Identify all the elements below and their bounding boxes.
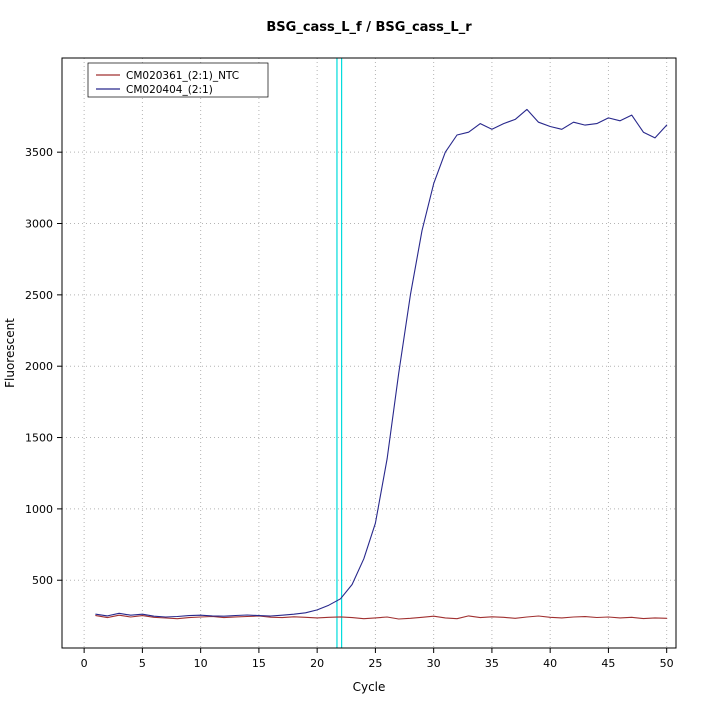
svg-text:30: 30 [427,657,441,670]
y-axis-label: Fluorescent [3,318,17,388]
svg-text:25: 25 [368,657,382,670]
svg-text:15: 15 [252,657,266,670]
chart-title: BSG_cass_L_f / BSG_cass_L_r [266,20,472,35]
plot-area: 0 5 10 15 20 25 30 35 40 45 50 500 1000 1500 2000 2500 3… [25,57,677,670]
legend-label-sample: CM020404_(2:1) [126,84,213,96]
legend: CM020361_(2:1)_NTC CM020404_(2:1) [87,62,269,98]
svg-text:3500: 3500 [25,146,53,159]
x-axis-label: Cycle [353,680,386,694]
svg-text:3000: 3000 [25,218,53,231]
svg-text:10: 10 [194,657,208,670]
svg-text:50: 50 [660,657,674,670]
svg-text:0: 0 [81,657,88,670]
svg-text:35: 35 [485,657,499,670]
svg-text:2000: 2000 [25,360,53,373]
svg-text:1000: 1000 [25,503,53,516]
svg-text:20: 20 [310,657,324,670]
svg-text:45: 45 [601,657,615,670]
svg-text:2500: 2500 [25,289,53,302]
legend-box [87,62,269,98]
svg-text:5: 5 [139,657,146,670]
svg-text:40: 40 [543,657,557,670]
svg-text:500: 500 [32,574,53,587]
svg-text:1500: 1500 [25,432,53,445]
legend-label-ntc: CM020361_(2:1)_NTC [126,70,239,82]
